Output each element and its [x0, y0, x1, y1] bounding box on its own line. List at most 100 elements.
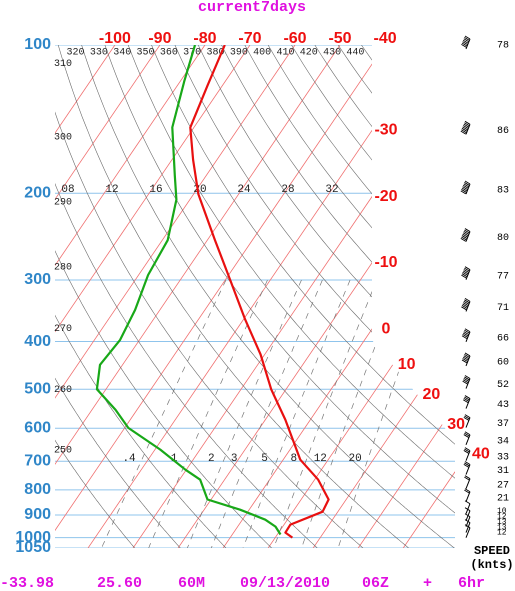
dry-adiabat	[55, 45, 227, 548]
barb-tick	[461, 359, 468, 364]
mixing-ratio-label: 12	[314, 453, 327, 465]
barb-tick	[464, 266, 471, 271]
barb-tick	[464, 414, 471, 418]
dry-adiabat	[244, 45, 455, 548]
theta-label: 250	[54, 446, 72, 457]
mixing-ratio-label: 20	[349, 453, 362, 465]
wind-speed-label: 66	[497, 333, 509, 344]
wind-speed-label: 83	[497, 186, 509, 197]
wind-barb	[463, 461, 471, 475]
barb-tick	[464, 513, 471, 518]
wind-speed-label: 12	[497, 513, 507, 522]
barb-tick	[461, 189, 467, 193]
wind-barb	[464, 519, 471, 533]
barb-staff	[465, 503, 471, 514]
theta-label: 410	[276, 48, 294, 59]
isotherm	[125, 45, 455, 548]
temperature-label: -10	[374, 254, 397, 271]
theta-label: 420	[300, 48, 318, 59]
dry-adiabat	[57, 45, 409, 548]
mixing-ratio-line	[242, 279, 351, 548]
barb-tick	[464, 182, 470, 186]
footer-item: 09/13/2010	[240, 575, 330, 591]
barb-tick	[461, 273, 468, 278]
upper-ratio-label: 20	[193, 184, 206, 196]
barb-tick	[462, 184, 469, 189]
dry-adiabat	[127, 45, 455, 548]
barb-tick	[460, 190, 467, 195]
barb-staff	[465, 331, 471, 342]
wind-speed-label: 33	[497, 452, 509, 463]
temperature-label: -40	[373, 30, 396, 47]
barb-tick	[463, 450, 470, 454]
barb-tick	[461, 236, 467, 241]
barb-staff	[465, 269, 471, 280]
barb-staff	[465, 231, 471, 242]
dry-adiabat	[314, 45, 455, 548]
theta-label: 280	[54, 263, 72, 274]
barb-tick	[463, 183, 470, 188]
barb-tick	[462, 333, 468, 338]
dry-adiabat	[104, 45, 455, 548]
barb-tick	[462, 39, 469, 44]
dry-adiabat	[221, 45, 455, 548]
barb-tick	[462, 379, 469, 384]
dry-adiabat	[55, 45, 364, 548]
barb-tick	[464, 432, 470, 437]
barb-staff	[465, 183, 471, 195]
mixing-ratio-label: 5	[261, 453, 268, 465]
mixing-ratio-label: .4	[122, 453, 136, 465]
theta-label: 380	[206, 48, 224, 59]
barb-tick	[464, 328, 471, 333]
pressure-label: 600	[24, 420, 51, 437]
barb-tick	[463, 417, 470, 421]
footer-item: 60M	[178, 575, 205, 591]
footer-item: 25.60	[97, 575, 142, 591]
temperature-label: 10	[398, 356, 416, 373]
barb-tick	[464, 476, 470, 481]
barb-tick	[462, 126, 468, 131]
barb-tick	[464, 462, 470, 467]
barb-tick	[460, 237, 467, 242]
barb-tick	[464, 415, 470, 420]
theta-label: 320	[67, 48, 85, 59]
barb-staff	[465, 355, 471, 367]
theta-label: 430	[323, 48, 341, 59]
mixing-ratio-label: 3	[231, 453, 238, 465]
profile-line	[95, 45, 282, 536]
barb-tick	[462, 399, 469, 404]
barb-tick	[463, 463, 470, 468]
wind-barb	[463, 431, 471, 445]
theta-label: 300	[54, 132, 72, 143]
dry-adiabat	[267, 45, 455, 548]
barb-staff	[465, 478, 471, 489]
isotherm	[170, 45, 455, 548]
barb-staff	[465, 450, 471, 461]
barb-staff	[465, 464, 471, 475]
barb-staff	[465, 301, 471, 312]
mixing-ratio-label: 1	[171, 453, 178, 465]
wind-column: 7886838077716660524337343331272110121313…	[460, 35, 509, 538]
wind-barb	[463, 414, 471, 428]
barb-staff	[465, 527, 471, 538]
barb-tick	[464, 396, 470, 401]
barb-tick	[464, 489, 470, 494]
wind-barb	[461, 266, 471, 280]
barb-tick	[463, 377, 470, 382]
barb-tick	[464, 329, 470, 334]
wind-speed-label: 60	[497, 358, 509, 369]
barb-tick	[461, 44, 467, 48]
upper-ratio-label: 12	[105, 184, 118, 196]
temperature-label: -100	[99, 30, 131, 47]
barb-tick	[464, 376, 470, 381]
mixing-ratio-line	[148, 279, 268, 548]
wind-barb	[461, 352, 471, 367]
barb-tick	[464, 37, 470, 41]
dry-adiabat	[55, 45, 135, 548]
wind-barb	[464, 500, 471, 514]
dry-adiabat	[197, 45, 455, 548]
dry-adiabat	[55, 45, 318, 548]
footer-item: 6hr	[458, 575, 485, 591]
mixing-ratio-line	[337, 279, 433, 548]
